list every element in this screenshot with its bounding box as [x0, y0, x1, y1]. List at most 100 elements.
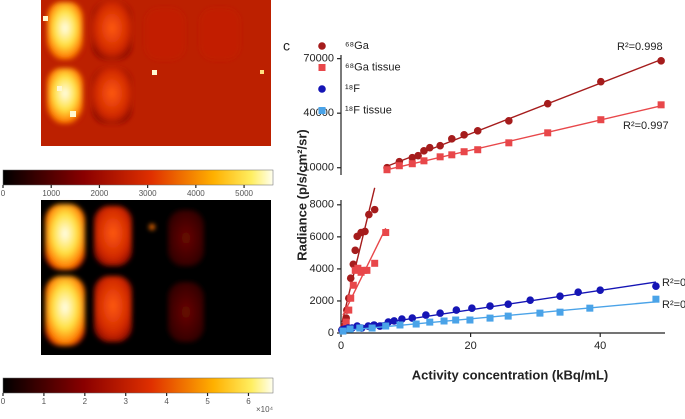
y-axis-label: Radiance (p/s/cm²/sr) — [294, 129, 309, 261]
colorbar — [2, 169, 274, 186]
marker — [652, 282, 660, 291]
marker — [504, 300, 512, 308]
marker — [505, 139, 513, 147]
marker — [436, 309, 444, 317]
marker — [473, 127, 482, 135]
marker — [504, 312, 512, 320]
colorbar-tick-label: 5 — [205, 397, 210, 406]
marker — [414, 151, 422, 160]
marker — [395, 162, 403, 170]
marker — [420, 147, 428, 155]
marker — [339, 327, 347, 335]
marker — [544, 129, 552, 137]
colorbar-tick-label: 1 — [42, 397, 47, 406]
marker — [597, 77, 605, 86]
x-axis-label: Activity concentration (kBq/mL) — [412, 367, 608, 382]
y-tick-label: 4000 — [310, 263, 334, 275]
legend-marker — [318, 64, 326, 71]
fit-line — [386, 105, 662, 171]
marker — [486, 314, 494, 322]
annotation: R²=0.945 — [662, 299, 685, 311]
colorbar-tick-label: 4000 — [187, 189, 205, 198]
marker — [347, 294, 355, 302]
marker — [440, 317, 448, 325]
marker — [657, 57, 665, 65]
marker — [597, 116, 605, 124]
marker — [408, 314, 417, 322]
marker — [383, 166, 391, 174]
marker — [556, 308, 564, 316]
marker — [505, 117, 513, 125]
colorbar-tick-label: 4 — [164, 397, 169, 406]
y-tick-label: 70000 — [303, 53, 334, 65]
colorbar-tick-label: 6 — [246, 397, 251, 406]
marker — [363, 266, 371, 274]
y-tick-label: 10000 — [303, 162, 334, 174]
legend-marker — [318, 107, 326, 114]
marker — [657, 101, 665, 109]
legend-marker — [318, 85, 326, 93]
legend-marker — [318, 42, 326, 50]
marker — [398, 315, 406, 323]
marker — [526, 296, 535, 304]
marker — [468, 304, 476, 312]
marker — [425, 143, 434, 152]
colorbar-multiplier: ×10⁴ — [256, 405, 274, 414]
marker — [422, 311, 430, 319]
image-b — [41, 200, 271, 355]
y-tick-label: 6000 — [310, 231, 334, 243]
image-a — [41, 0, 271, 146]
annotation: R²=0.997 — [623, 120, 669, 132]
marker — [342, 318, 350, 326]
marker — [448, 151, 456, 159]
marker — [448, 135, 456, 143]
x-tick-label: 0 — [338, 340, 344, 352]
marker — [390, 317, 398, 325]
marker — [452, 306, 461, 314]
marker — [356, 324, 364, 332]
colorbar-tick-label: 0 — [1, 189, 6, 198]
marker — [420, 157, 428, 165]
colorbar-tick-label: 0 — [1, 397, 6, 406]
annotation: R²=0.977 — [662, 277, 685, 289]
legend-label: ¹⁸F — [345, 83, 360, 95]
x-tick-label: 20 — [464, 340, 476, 352]
marker — [368, 324, 376, 332]
legend-label: ⁶⁸Ga tissue — [345, 61, 401, 73]
marker — [382, 229, 390, 237]
marker — [426, 318, 434, 326]
legend-label: ⁶⁸Ga — [345, 40, 370, 52]
y-tick-label: 2000 — [310, 295, 334, 307]
colorbar-tick-label: 1000 — [42, 189, 60, 198]
marker — [365, 210, 373, 219]
colorbar-tick-label: 2000 — [91, 189, 109, 198]
marker — [543, 99, 552, 108]
marker — [346, 274, 355, 282]
marker — [486, 302, 494, 310]
colorbar — [2, 377, 274, 394]
marker — [452, 316, 460, 324]
marker — [412, 320, 420, 328]
marker — [556, 292, 564, 300]
marker — [408, 160, 416, 168]
marker — [436, 141, 444, 150]
marker — [371, 259, 379, 267]
panel-label: b — [10, 204, 19, 221]
marker — [574, 288, 582, 296]
panel-label: c — [283, 38, 290, 54]
y-tick-label: 0 — [328, 327, 334, 339]
legend-label: ¹⁸F tissue — [345, 104, 392, 116]
marker — [370, 205, 379, 214]
panel-label: a — [10, 9, 19, 26]
marker — [382, 322, 390, 330]
marker — [351, 246, 360, 255]
marker — [349, 281, 357, 289]
colorbar-tick-label: 3000 — [139, 189, 157, 198]
y-tick-label: 8000 — [310, 199, 334, 211]
colorbar-tick-label: 5000 — [235, 189, 253, 198]
fit-line — [342, 301, 656, 332]
marker — [346, 325, 354, 333]
marker — [460, 148, 468, 156]
